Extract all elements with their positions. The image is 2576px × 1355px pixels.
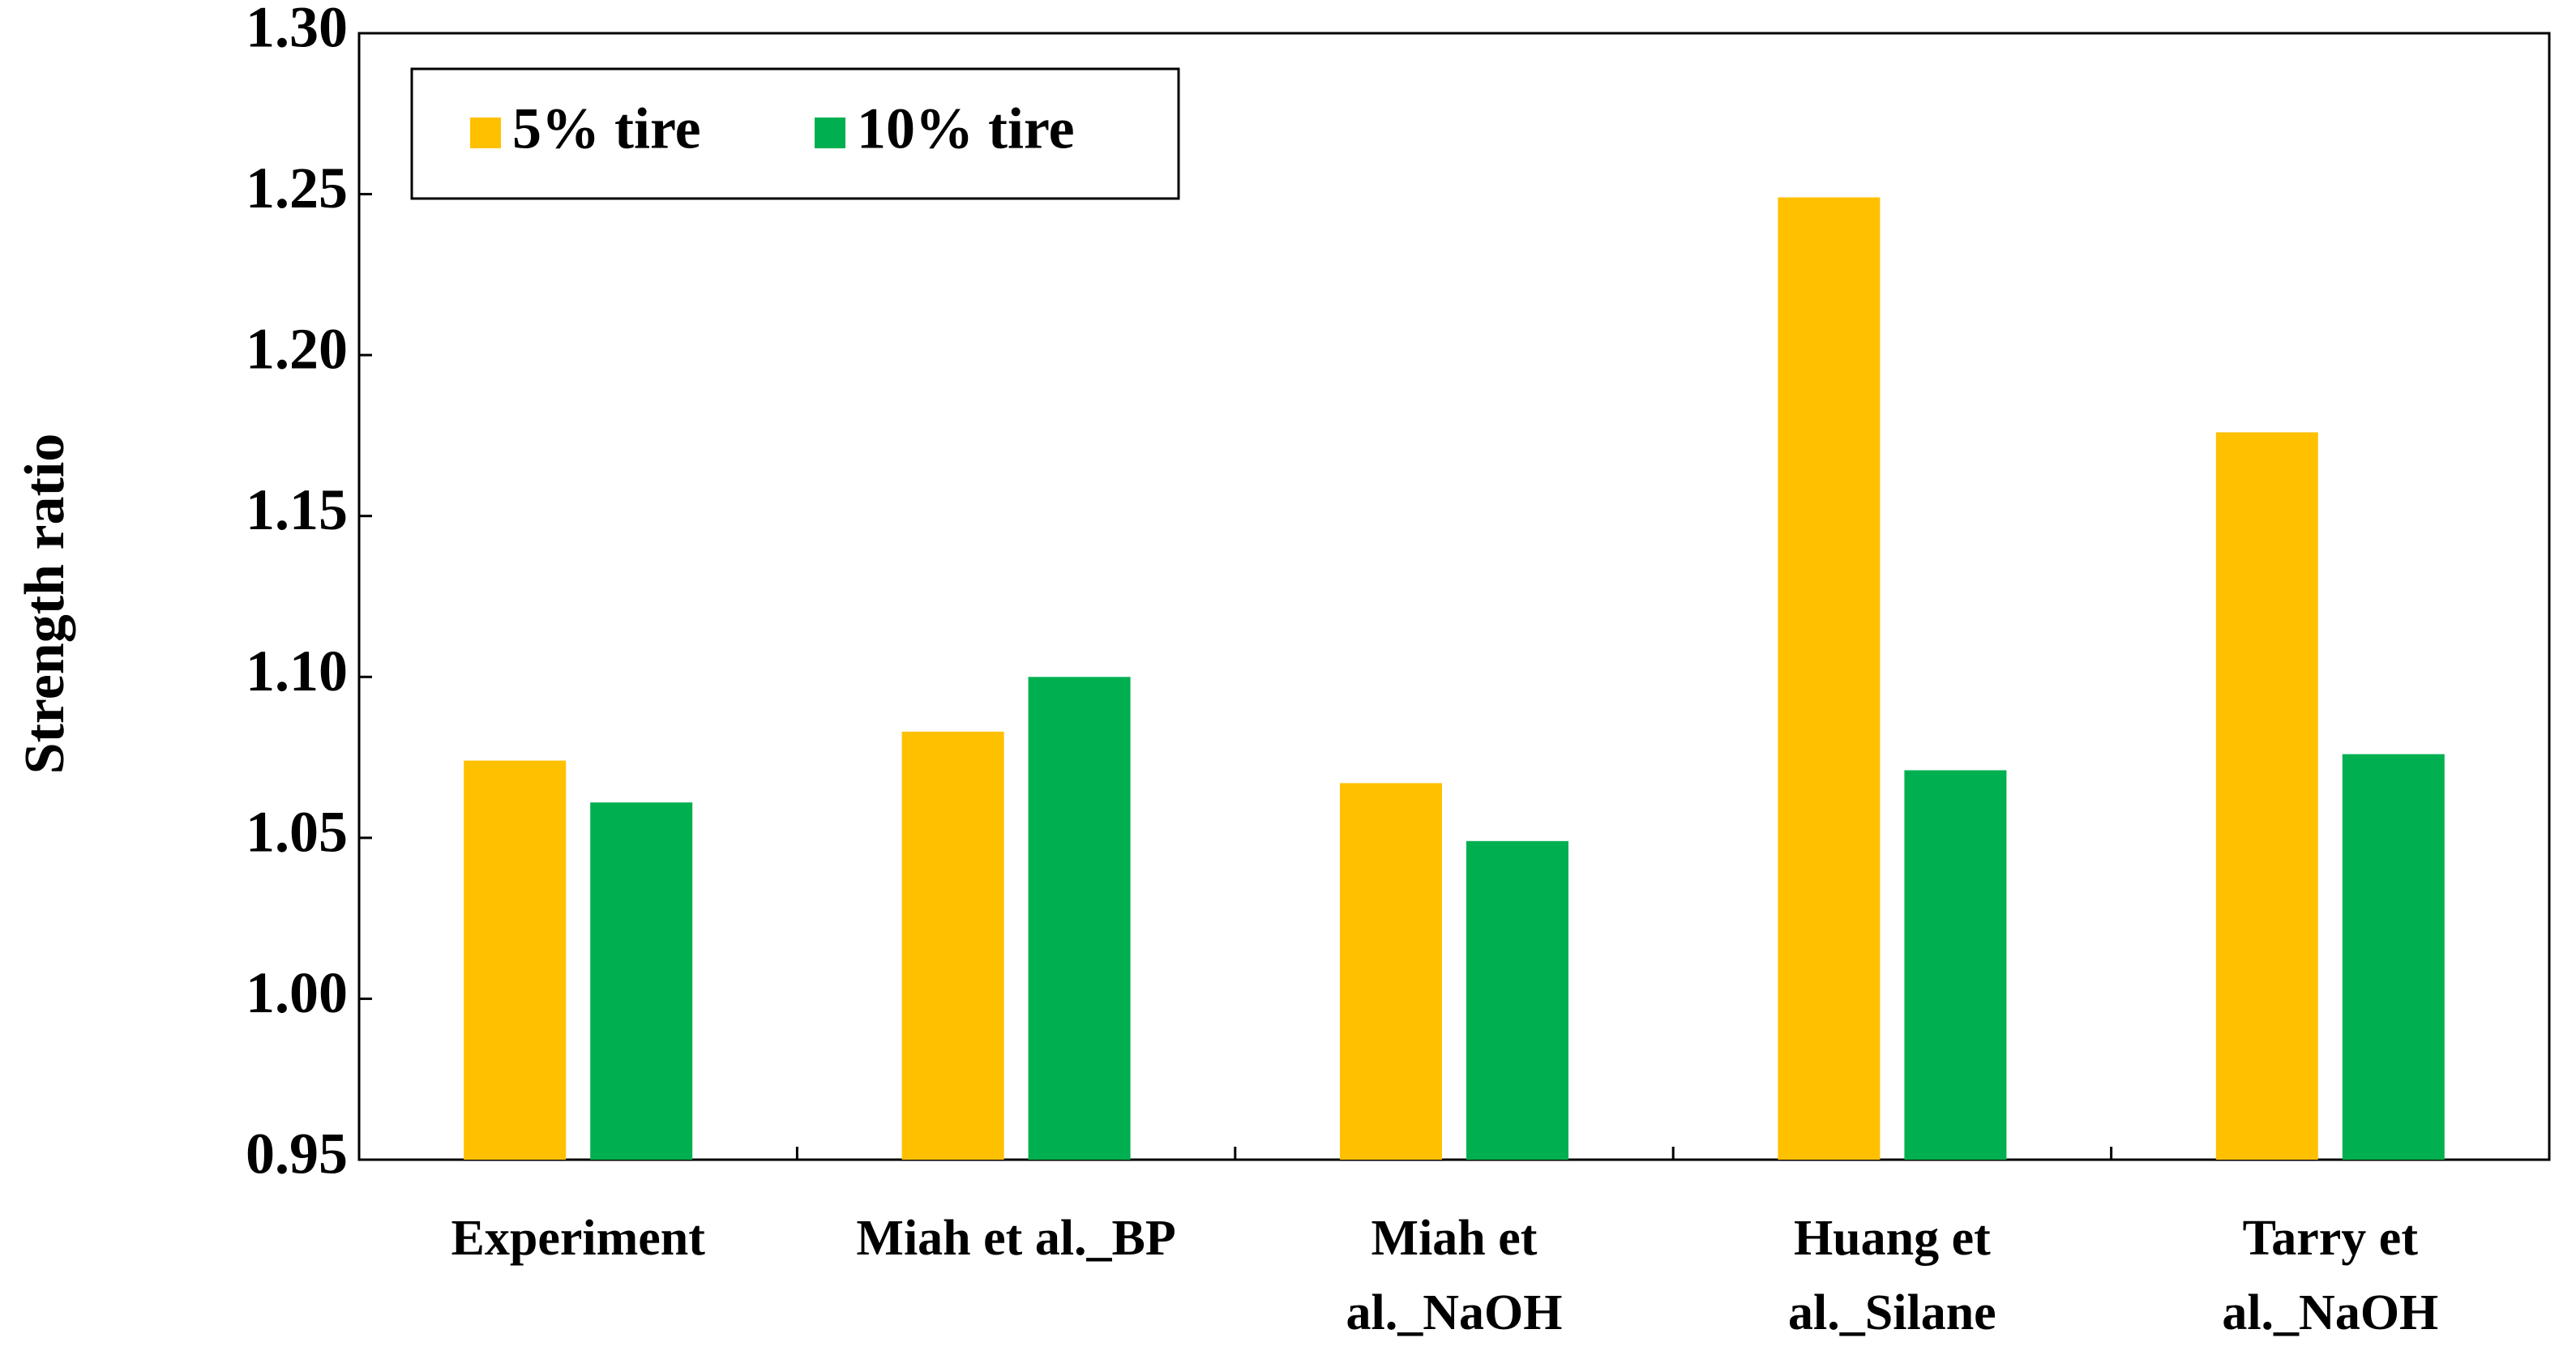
legend-box xyxy=(410,67,1180,200)
y-tick-label: 1.05 xyxy=(246,799,348,864)
legend-label: 10% tire xyxy=(857,96,1075,161)
legend-swatch xyxy=(815,118,845,148)
y-tick-label: 0.95 xyxy=(246,1122,348,1186)
x-tick-label: Experiment xyxy=(451,1211,705,1266)
y-tick-label: 1.20 xyxy=(246,317,348,382)
bar xyxy=(590,802,693,1160)
x-tick-label: Miah et al._NaOH xyxy=(1346,1211,1563,1340)
legend-label: 5% tire xyxy=(512,96,701,161)
bar xyxy=(1904,770,2007,1160)
y-tick-label: 1.10 xyxy=(246,639,348,703)
bar xyxy=(901,731,1004,1160)
bar xyxy=(2215,432,2318,1160)
legend-swatch xyxy=(470,118,501,148)
x-tick-label: Tarry et al._NaOH xyxy=(2222,1211,2439,1340)
bar xyxy=(1028,677,1131,1160)
y-tick-label: 1.15 xyxy=(246,477,348,542)
y-axis-label: Strength ratio xyxy=(14,434,76,775)
bar xyxy=(2342,754,2445,1160)
plot-frame xyxy=(357,32,2551,1161)
y-tick-label: 1.25 xyxy=(246,156,348,220)
bar xyxy=(1778,197,1881,1161)
y-tick-label: 1.00 xyxy=(246,960,348,1025)
bar xyxy=(464,760,567,1160)
y-tick-label: 1.30 xyxy=(246,0,348,60)
bar xyxy=(1466,840,1568,1160)
x-tick-label: Miah et al._BP xyxy=(856,1211,1176,1266)
bar xyxy=(1340,783,1442,1160)
x-tick-label: Huang et al._Silane xyxy=(1788,1211,1996,1340)
